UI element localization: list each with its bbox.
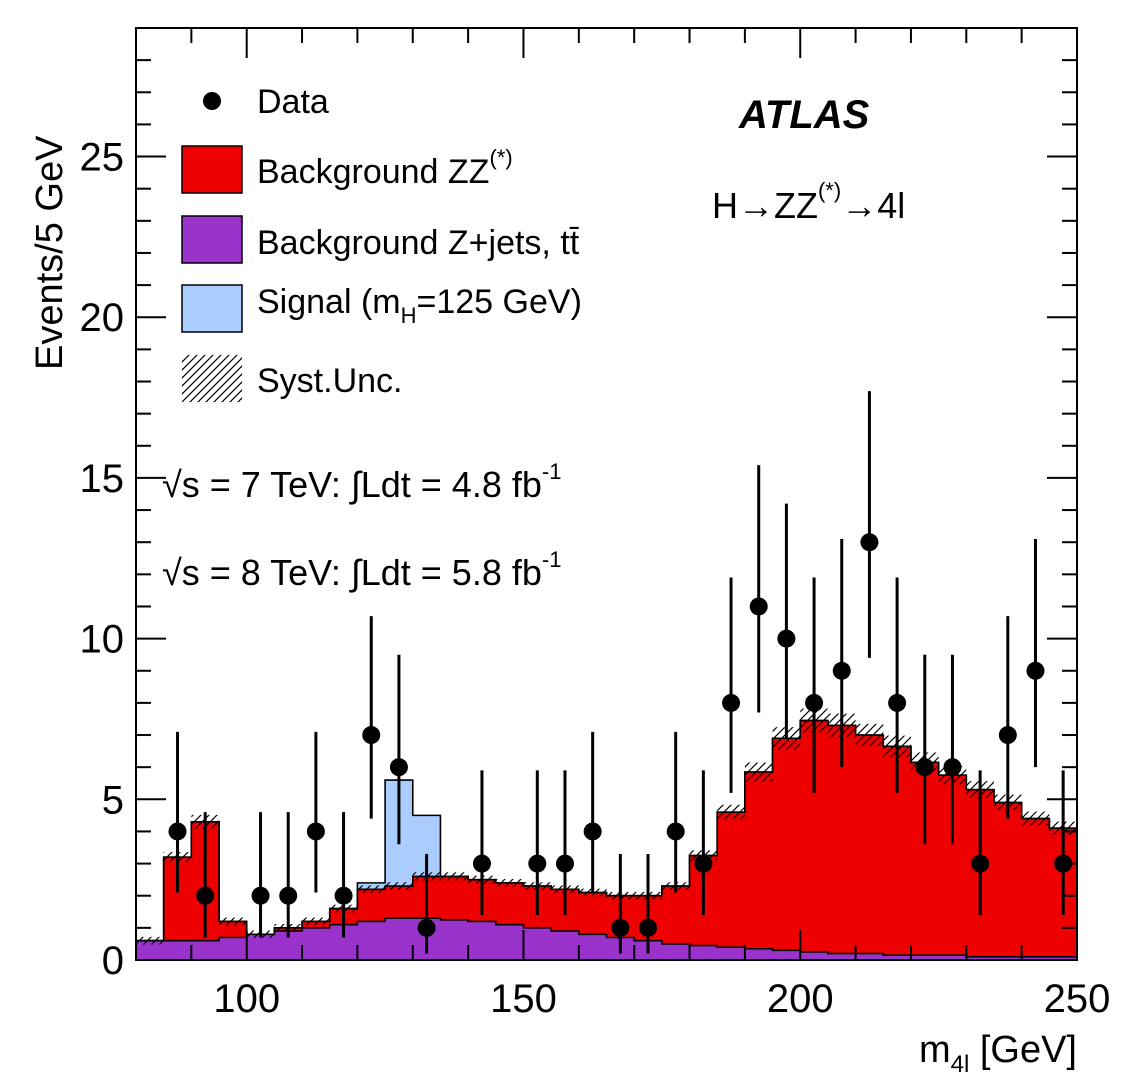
data-point [279, 886, 298, 905]
y-axis-label: Events/5 GeV [29, 135, 71, 370]
legend-entry-zz: Background ZZ(*) [181, 145, 513, 194]
legend-entry-data: Data [203, 83, 329, 121]
plot-frame [135, 27, 1078, 961]
data-point [472, 854, 491, 873]
data-point [1026, 661, 1045, 680]
legend-zz-swatch [181, 145, 243, 194]
syst-unc-bin [219, 917, 247, 926]
x-tick-label: 150 [490, 977, 557, 1021]
lumi-8tev-label: √s = 8 TeV: ∫Ldt = 5.8 fb-1 [162, 547, 561, 593]
syst-unc-bin [136, 936, 164, 945]
x-axis-label: m4l [GeV] [919, 1029, 1077, 1078]
syst-unc-bin [385, 882, 413, 890]
syst-unc-bin [357, 885, 386, 894]
channel-label: H→ZZ(*)→4l [712, 178, 905, 226]
legend-data-marker [203, 92, 221, 110]
legend-signal-swatch [181, 284, 243, 333]
axes: 100 150 200 250 0 5 10 15 20 25 [80, 27, 1111, 1021]
data-point [528, 854, 547, 873]
legend-syst-label: Syst.Unc. [257, 362, 402, 400]
data-point [722, 693, 741, 712]
legend-zjets-label: Background Z+jets, tt̄ [257, 224, 580, 262]
legend-signal-label: Signal (mH=125 GeV) [257, 283, 582, 328]
data-point [555, 854, 574, 873]
data-point [971, 854, 990, 873]
data-point [251, 886, 270, 905]
legend-entry-syst: Syst.Unc. [182, 355, 402, 402]
data-point [389, 758, 408, 777]
syst-unc-bin [744, 762, 773, 782]
legend-entry-zjets: Background Z+jets, tt̄ [181, 215, 580, 264]
syst-unc-bin [578, 888, 607, 897]
data-point [749, 597, 768, 616]
legend-data-label: Data [257, 83, 329, 121]
data-point [998, 726, 1017, 745]
histogram-background-z-jets-tt [136, 917, 1077, 960]
data-point [777, 629, 796, 648]
data-point [666, 822, 685, 841]
y-tick-label: 25 [80, 136, 125, 180]
data-point [306, 822, 325, 841]
data-point [694, 854, 713, 873]
data-point [639, 918, 658, 937]
data-point [888, 693, 907, 712]
legend-zjets-swatch [181, 215, 243, 264]
legend-syst-swatch [182, 355, 242, 402]
data-point [943, 758, 962, 777]
syst-unc-bin [495, 879, 524, 887]
data-point [583, 822, 602, 841]
legend-zz-label: Background ZZ(*) [257, 145, 513, 191]
data-point [832, 661, 851, 680]
data-point [417, 918, 436, 937]
y-tick-label: 20 [80, 296, 125, 340]
data-point [805, 693, 824, 712]
x-tick-label: 100 [213, 977, 280, 1021]
legend-entry-signal: Signal (mH=125 GeV) [181, 283, 582, 333]
syst-unc-bin [855, 723, 884, 747]
x-tick-label: 250 [1044, 977, 1111, 1021]
x-tick-label: 200 [767, 977, 834, 1021]
data-point [611, 918, 630, 937]
syst-unc-bin [440, 872, 469, 881]
syst-unc-bin [717, 804, 745, 820]
data-points [168, 391, 1073, 954]
atlas-label: ATLAS [738, 93, 870, 137]
data-point [334, 886, 353, 905]
syst-unc-bin [1021, 811, 1050, 826]
stacked-histogram [136, 719, 1077, 960]
legend: Data Background ZZ(*) Background Z+jets,… [181, 83, 582, 402]
data-point [860, 533, 879, 552]
y-tick-label: 0 [102, 939, 124, 983]
y-tick-label: 15 [80, 457, 125, 501]
data-point [362, 726, 381, 745]
y-tick-label: 10 [80, 618, 125, 662]
syst-unc-bin [302, 917, 330, 926]
lumi-7tev-label: √s = 7 TeV: ∫Ldt = 4.8 fb-1 [162, 459, 561, 505]
y-tick-label: 5 [102, 778, 124, 822]
data-point [915, 758, 934, 777]
data-point [168, 822, 187, 841]
data-point [196, 886, 215, 905]
